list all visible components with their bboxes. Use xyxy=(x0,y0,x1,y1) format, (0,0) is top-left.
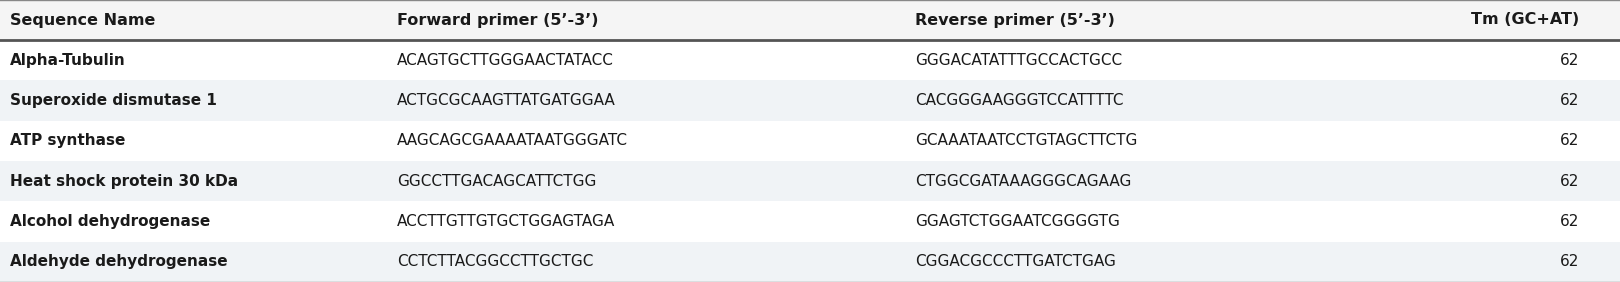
Text: ACAGTGCTTGGGAACTATACC: ACAGTGCTTGGGAACTATACC xyxy=(397,53,614,68)
Text: ACTGCGCAAGTTATGATGGAA: ACTGCGCAAGTTATGATGGAA xyxy=(397,93,616,108)
Text: GGAGTCTGGAATCGGGGTG: GGAGTCTGGAATCGGGGTG xyxy=(915,214,1119,229)
Text: Tm (GC+AT): Tm (GC+AT) xyxy=(1471,12,1580,28)
Bar xyxy=(0,80,1620,121)
Text: Sequence Name: Sequence Name xyxy=(10,12,156,28)
Text: Aldehyde dehydrogenase: Aldehyde dehydrogenase xyxy=(10,254,227,269)
Text: Reverse primer (5’-3’): Reverse primer (5’-3’) xyxy=(915,12,1115,28)
Bar xyxy=(0,0,1620,40)
Text: CACGGGAAGGGTCCATTTTC: CACGGGAAGGGTCCATTTTC xyxy=(915,93,1124,108)
Text: 62: 62 xyxy=(1560,174,1580,189)
Text: CGGACGCCCTTGATCTGAG: CGGACGCCCTTGATCTGAG xyxy=(915,254,1116,269)
Bar xyxy=(0,40,1620,80)
Text: ACCTTGTTGTGCTGGAGTAGA: ACCTTGTTGTGCTGGAGTAGA xyxy=(397,214,616,229)
Text: Alcohol dehydrogenase: Alcohol dehydrogenase xyxy=(10,214,211,229)
Text: 62: 62 xyxy=(1560,254,1580,269)
Text: GGCCTTGACAGCATTCTGG: GGCCTTGACAGCATTCTGG xyxy=(397,174,596,189)
Text: 62: 62 xyxy=(1560,214,1580,229)
Text: Heat shock protein 30 kDa: Heat shock protein 30 kDa xyxy=(10,174,238,189)
Text: Forward primer (5’-3’): Forward primer (5’-3’) xyxy=(397,12,598,28)
Bar xyxy=(0,121,1620,161)
Text: CTGGCGATAAAGGGCAGAAG: CTGGCGATAAAGGGCAGAAG xyxy=(915,174,1132,189)
Text: 62: 62 xyxy=(1560,53,1580,68)
Text: CCTCTTACGGCCTTGCTGC: CCTCTTACGGCCTTGCTGC xyxy=(397,254,593,269)
Text: 62: 62 xyxy=(1560,93,1580,108)
Text: GGGACATATTTGCCACTGCC: GGGACATATTTGCCACTGCC xyxy=(915,53,1123,68)
Text: 62: 62 xyxy=(1560,133,1580,148)
Text: Superoxide dismutase 1: Superoxide dismutase 1 xyxy=(10,93,217,108)
Text: Alpha-Tubulin: Alpha-Tubulin xyxy=(10,53,125,68)
Text: ATP synthase: ATP synthase xyxy=(10,133,125,148)
Text: AAGCAGCGAAAATAATGGGATC: AAGCAGCGAAAATAATGGGATC xyxy=(397,133,629,148)
Bar xyxy=(0,201,1620,242)
Bar xyxy=(0,161,1620,201)
Text: GCAAATAATCCTGTAGCTTCTG: GCAAATAATCCTGTAGCTTCTG xyxy=(915,133,1137,148)
Bar xyxy=(0,242,1620,282)
